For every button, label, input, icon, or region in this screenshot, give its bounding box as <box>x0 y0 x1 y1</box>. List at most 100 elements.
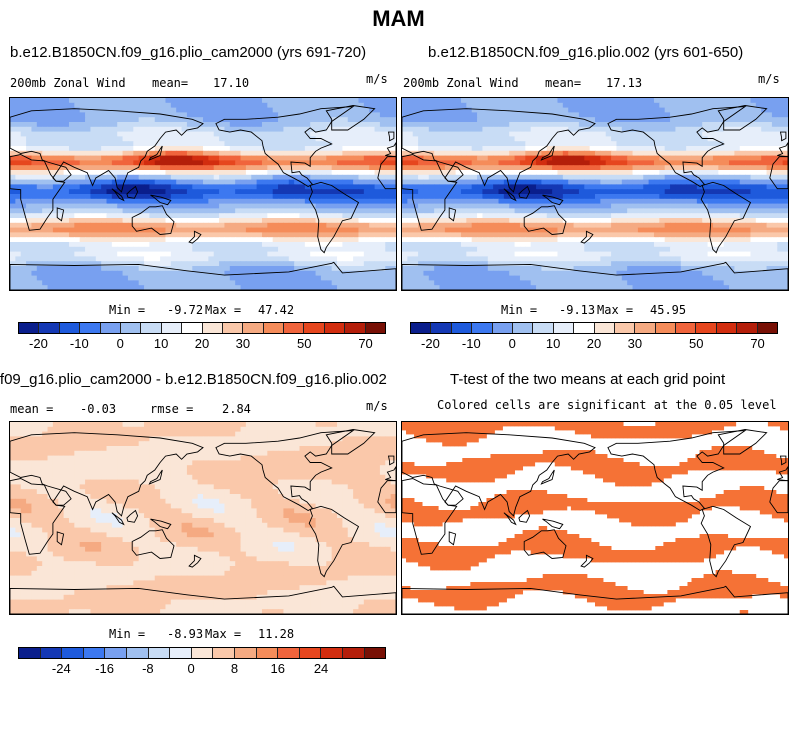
field-cell <box>707 117 714 123</box>
field-cell <box>423 222 430 229</box>
field-cell <box>509 174 516 181</box>
field-cell <box>353 208 359 214</box>
field-cell <box>771 165 778 171</box>
field-cell <box>648 194 655 200</box>
field-cell <box>379 227 386 233</box>
field-cell <box>723 122 730 128</box>
field-cell <box>643 203 650 209</box>
field-cell <box>240 102 247 109</box>
field-cell <box>686 198 692 205</box>
field-cell <box>557 198 564 205</box>
field-cell <box>696 194 703 200</box>
field-cell <box>213 222 220 229</box>
field-cell <box>385 174 392 181</box>
field-cell <box>170 222 177 229</box>
field-cell <box>213 242 220 248</box>
field-cell <box>509 150 516 157</box>
field-cell <box>278 126 284 133</box>
coastline <box>308 181 360 254</box>
field-cell <box>224 155 231 161</box>
field-cell <box>379 131 386 137</box>
field-cell <box>95 136 102 142</box>
field-cell <box>90 107 97 113</box>
field-cell <box>181 107 188 113</box>
field-cell <box>74 165 81 171</box>
field-cell <box>379 270 386 277</box>
field-cell <box>192 112 199 118</box>
field-cell <box>58 107 65 113</box>
field-cell <box>546 117 553 123</box>
field-cell <box>101 122 107 128</box>
field-cell <box>568 227 575 233</box>
field-cell <box>509 218 516 224</box>
field-cell <box>79 213 86 219</box>
field-cell <box>36 242 43 248</box>
field-cell <box>122 184 129 190</box>
field-cell <box>530 131 537 137</box>
field-cell <box>47 280 54 286</box>
field-cell <box>648 141 655 147</box>
field-cell <box>203 194 209 200</box>
field-cell <box>541 222 548 229</box>
field-cell <box>605 227 612 233</box>
field-cell <box>369 256 376 262</box>
field-cell <box>616 170 623 176</box>
field-cell <box>261 136 268 142</box>
field-cell <box>702 184 709 190</box>
field-cell <box>320 270 327 277</box>
field-cell <box>477 179 483 185</box>
field-cell <box>557 146 564 152</box>
field-cell <box>664 194 671 200</box>
field-cell <box>240 218 247 224</box>
field-cell <box>611 179 617 185</box>
field-cell <box>331 126 338 133</box>
field-cell <box>256 203 263 209</box>
field-cell <box>466 194 473 200</box>
field-cell <box>363 242 370 248</box>
field-cell <box>621 102 628 109</box>
field-cell <box>256 266 263 272</box>
field-cell <box>552 170 558 176</box>
field-cell <box>79 251 86 257</box>
field-cell <box>310 122 317 128</box>
field-cell <box>272 203 279 209</box>
field-cell <box>611 213 617 219</box>
field-cell <box>79 150 86 157</box>
field-cell <box>621 136 628 142</box>
field-cell <box>471 146 478 152</box>
field-cell <box>299 227 306 233</box>
field-cell <box>240 126 247 133</box>
field-cell <box>63 227 70 233</box>
field-cell <box>138 256 145 262</box>
field-cell <box>337 285 343 290</box>
field-cell <box>637 203 644 209</box>
field-cell <box>487 141 494 147</box>
field-cell <box>632 126 639 133</box>
field-cell <box>439 232 446 238</box>
field-cell <box>428 208 435 214</box>
field-cell <box>712 165 719 171</box>
field-cell <box>235 280 242 286</box>
field-cell <box>664 102 671 109</box>
field-cell <box>251 174 258 181</box>
field-cell <box>745 218 751 224</box>
field-cell <box>782 198 788 205</box>
field-cell <box>675 150 682 157</box>
field-cell <box>197 275 204 281</box>
field-cell <box>106 270 113 277</box>
field-cell <box>47 150 54 157</box>
field-cell <box>133 280 140 286</box>
field-cell <box>434 150 441 157</box>
field-cell <box>734 102 741 109</box>
field-cell <box>675 165 682 171</box>
field-cell <box>418 107 424 113</box>
field-cell <box>390 218 396 224</box>
field-cell <box>251 184 258 190</box>
field-cell <box>777 184 784 190</box>
field-cell <box>525 179 532 185</box>
field-cell <box>712 184 719 190</box>
field-cell <box>557 131 564 137</box>
field-cell <box>621 218 628 224</box>
field-cell <box>525 165 532 171</box>
field-cell <box>320 117 327 123</box>
